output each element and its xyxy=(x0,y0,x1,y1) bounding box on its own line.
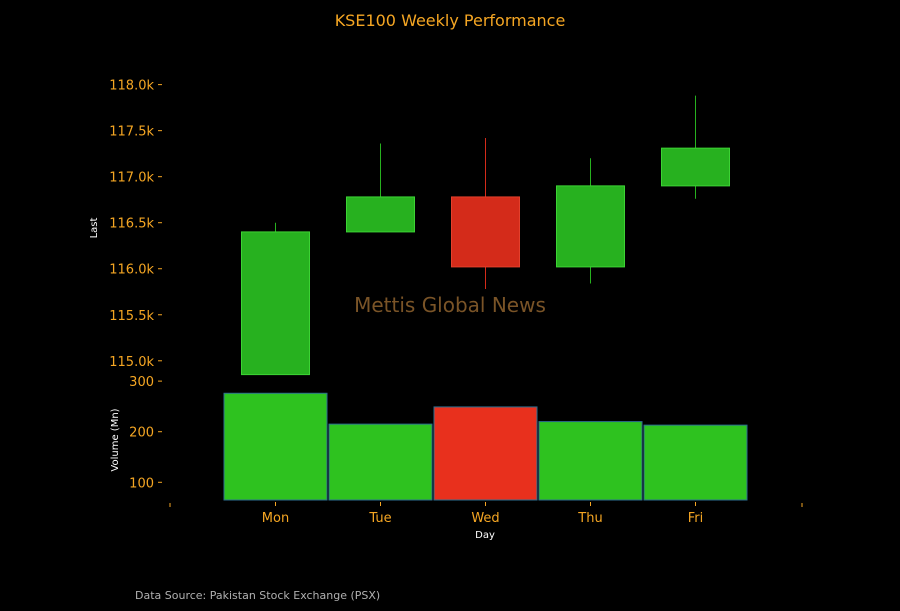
candle-body xyxy=(451,196,520,268)
price-tick-label: 118.0k xyxy=(109,79,154,94)
price-tick-label: 116.0k xyxy=(109,263,154,278)
volume-bar xyxy=(643,424,748,501)
volume-bar xyxy=(538,421,643,501)
volume-panel: 100 200 300 xyxy=(129,375,748,501)
price-tick-label: 117.5k xyxy=(109,125,154,140)
x-tick-label: Fri xyxy=(688,511,704,526)
volume-axis-label: Volume (Mn) xyxy=(110,408,121,471)
volume-bar xyxy=(328,423,433,501)
volume-tick-label: 200 xyxy=(129,426,154,441)
x-tick-label: Mon xyxy=(262,511,289,526)
price-panel: 115.0k 115.5k 116.0k 116.5k 117.0k 117.5k 118.… xyxy=(109,79,730,376)
candle-body xyxy=(661,147,730,187)
price-axis-label: Last xyxy=(89,218,100,239)
candle-body xyxy=(241,231,310,376)
x-axis: Mon Tue Wed Thu Fri xyxy=(169,502,803,526)
price-tick-label: 115.0k xyxy=(109,355,154,370)
volume-bar xyxy=(223,392,328,501)
price-tick-label: 116.5k xyxy=(109,217,154,232)
watermark: Mettis Global News xyxy=(354,293,546,317)
x-axis-label: Day xyxy=(475,530,495,541)
x-tick-label: Thu xyxy=(577,511,602,526)
x-tick-label: Tue xyxy=(368,511,391,526)
price-tick-label: 115.5k xyxy=(109,309,154,324)
data-source-note: Data Source: Pakistan Stock Exchange (PS… xyxy=(135,589,380,602)
volume-bar xyxy=(433,406,538,501)
volume-tick-label: 300 xyxy=(129,375,154,390)
candle-body xyxy=(556,185,625,268)
x-tick-label: Wed xyxy=(471,511,499,526)
candle-body xyxy=(346,196,415,233)
chart-title: KSE100 Weekly Performance xyxy=(335,11,566,30)
price-tick-label: 117.0k xyxy=(109,171,154,186)
volume-tick-label: 100 xyxy=(129,476,154,491)
